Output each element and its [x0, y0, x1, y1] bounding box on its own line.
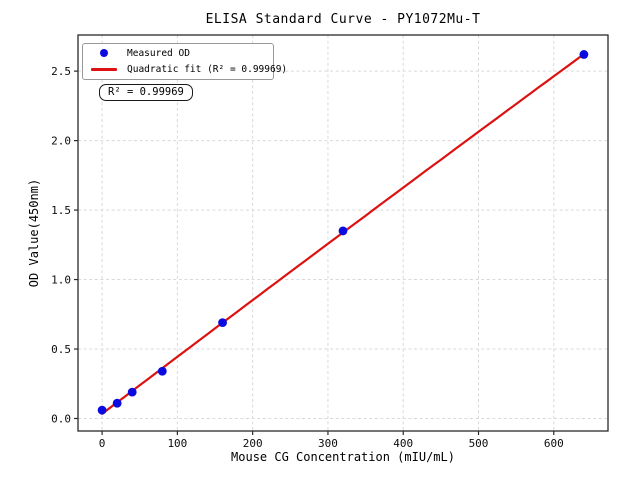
legend-label-measured-od: Measured OD	[127, 47, 190, 59]
x-tick-label: 0	[99, 437, 106, 450]
x-tick-label: 300	[318, 437, 338, 450]
y-tick-label: 2.5	[51, 65, 71, 78]
data-point	[97, 405, 107, 415]
x-tick-label: 500	[469, 437, 489, 450]
scatter-marker-icon	[88, 49, 120, 58]
plot-frame	[77, 34, 609, 432]
y-tick-label: 0.5	[51, 343, 71, 356]
data-point	[112, 398, 122, 408]
data-point	[127, 387, 137, 397]
legend-label-quadratic-fit: Quadratic fit (R² = 0.99969)	[127, 64, 288, 76]
legend-item-quadratic-fit: Quadratic fit (R² = 0.99969)	[83, 62, 287, 77]
r-squared-annotation: R² = 0.99969	[99, 84, 193, 101]
y-tick-label: 1.0	[51, 274, 71, 287]
legend: Measured OD Quadratic fit (R² = 0.99969)	[82, 43, 287, 80]
y-tick-label: 0.0	[51, 412, 71, 425]
x-tick-label: 600	[544, 437, 564, 450]
x-tick-label: 200	[243, 437, 263, 450]
data-point	[338, 226, 348, 236]
x-tick-label: 100	[167, 437, 187, 450]
data-point	[218, 318, 227, 328]
y-tick-label: 2.0	[51, 135, 71, 148]
chart-title: ELISA Standard Curve - PY1072Mu-T	[205, 12, 481, 27]
data-point	[157, 366, 167, 376]
x-tick-label: 400	[393, 437, 413, 450]
legend-item-measured-od: Measured OD	[83, 46, 273, 61]
y-tick-label: 1.5	[51, 204, 71, 217]
data-point	[579, 50, 589, 59]
x-axis-label: Mouse CG Concentration (mIU/mL)	[231, 450, 455, 464]
line-swatch-icon	[88, 68, 120, 72]
